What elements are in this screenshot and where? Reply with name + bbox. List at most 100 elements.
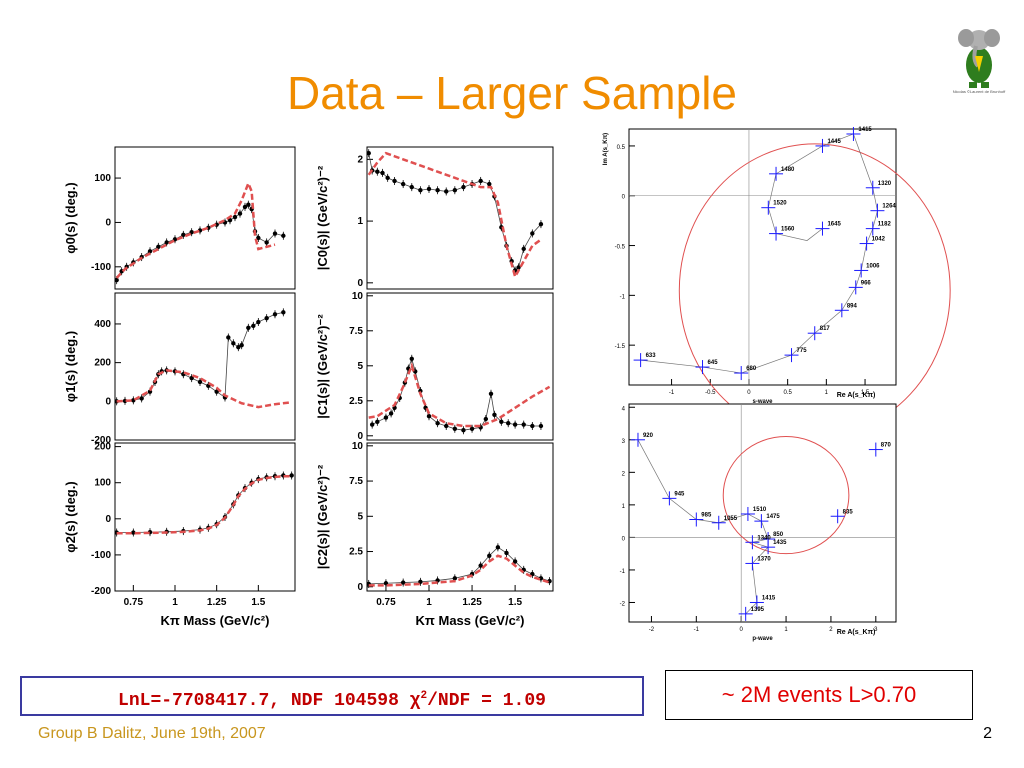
phi0-point-9 <box>181 232 186 238</box>
c1-point-8 <box>409 356 414 361</box>
c1-point-22 <box>499 419 504 424</box>
pwave-trajectory <box>637 439 769 615</box>
pwave-xtick-label-4: 2 <box>829 627 833 633</box>
page-number: 2 <box>983 725 992 742</box>
pwave-ytick-label-6: 4 <box>622 406 626 412</box>
phi0-point-18 <box>242 204 248 210</box>
c1-point-24 <box>512 422 518 427</box>
c1-point-14 <box>444 423 449 429</box>
phi1-ytick-label-1: 0 <box>105 396 111 407</box>
phi0-point-22 <box>256 235 261 241</box>
phi1-ytick-label-2: 200 <box>94 358 111 369</box>
lnl-text-a: LnL=-7708417.7, NDF 104598 <box>118 691 410 711</box>
chi-power: 2 <box>420 690 428 702</box>
pwave-point-label-13: 870 <box>881 443 892 449</box>
lnl-summary-box: LnL=-7708417.7, NDF 104598 χ2/NDF = 1.09 <box>20 676 644 716</box>
c1-ytick-label-1: 2.5 <box>349 396 363 407</box>
pwave-point-label-0: 920 <box>643 433 654 439</box>
phi2-frame <box>114 442 296 592</box>
phi1-point-23 <box>264 315 269 321</box>
c0-point-5 <box>392 178 397 184</box>
slide-title: Data – Larger Sample <box>286 67 738 119</box>
c0-point-16 <box>487 181 492 187</box>
swave-xtick-label-0: -1 <box>669 390 675 396</box>
chi-symbol: χ <box>409 691 421 711</box>
swave-point-label-15: 1520 <box>773 201 787 207</box>
pwave-ytick-label-2: 0 <box>622 536 626 542</box>
phi2-point-17 <box>289 473 294 478</box>
phi2-ytick-label-2: 0 <box>105 514 111 525</box>
swave-point-label-4: 817 <box>820 326 831 332</box>
c2-fit-line <box>368 554 550 587</box>
c1-point-26 <box>530 423 535 429</box>
c2-xtick-label-1: 1 <box>426 597 432 608</box>
phi2-xtick-label-3: 1.5 <box>251 597 265 608</box>
phi2-xtick-label-1: 1 <box>172 597 178 608</box>
swave-point-label-14: 1480 <box>781 167 795 173</box>
phi2-xlabel: Kπ Mass (GeV/c²) <box>161 613 270 628</box>
c0-point-24 <box>530 231 535 236</box>
phi2-ytick-label-3: 100 <box>94 478 111 489</box>
swave-point-label-11: 1320 <box>878 181 892 187</box>
pwave-xtick-label-3: 1 <box>784 627 788 633</box>
pwave-point-label-6: 850 <box>773 532 784 538</box>
swave-point-label-7: 1006 <box>866 263 880 269</box>
c1-point-21 <box>492 412 497 417</box>
phi1-point-19 <box>239 343 244 348</box>
pwave-xlabel: Re A(s_Kπ) <box>837 629 876 636</box>
c0-point-25 <box>538 221 544 227</box>
c0-point-10 <box>435 188 440 193</box>
c0-point-22 <box>516 265 521 270</box>
pwave-point-label-4: 1510 <box>753 507 767 513</box>
pwave-unitarity-circle <box>722 436 850 555</box>
c1-ytick-label-3: 7.5 <box>349 326 363 337</box>
c2-point-10 <box>504 550 509 556</box>
c1-fit-line <box>368 362 551 428</box>
pwave-point-label-1: 945 <box>674 491 685 497</box>
phi1-point-17 <box>231 341 236 346</box>
swave-xtick-label-2: 0 <box>747 390 751 396</box>
c1-frame <box>366 292 554 441</box>
pwave-xtick-label-5: 3 <box>874 627 878 633</box>
swave-point-label-8: 1042 <box>872 237 886 243</box>
phi2-ylabel: φ2(s) (deg.) <box>63 481 78 552</box>
pwave-xtick-label-1: -1 <box>694 627 700 633</box>
phi1-point-11 <box>189 375 194 381</box>
pwave-ytick-label-4: 2 <box>622 471 626 477</box>
c1-point-27 <box>538 423 544 429</box>
c1-point-17 <box>469 426 475 431</box>
swave-point-label-10: 1264 <box>882 204 896 210</box>
swave-point-label-16: 1560 <box>781 227 795 233</box>
phi0-point-6 <box>156 244 161 250</box>
c1-ytick-label-4: 10 <box>352 291 364 302</box>
swave-point-label-3: 775 <box>797 348 808 354</box>
c0-point-15 <box>478 178 483 184</box>
swave-point-label-1: 645 <box>708 360 719 366</box>
c0-ylabel: |C0(s)| (GeV/c²)⁻² <box>315 165 330 270</box>
swave-point-label-2: 680 <box>746 366 757 372</box>
phi2-xtick-label-0: 0.75 <box>124 597 144 608</box>
swave-point-label-13: 1445 <box>827 139 841 145</box>
phi1-ylabel: φ1(s) (deg.) <box>63 331 78 402</box>
swave-point-label-12: 1415 <box>858 127 872 133</box>
c2-ytick-label-3: 7.5 <box>349 476 363 487</box>
swave-point-label-5: 894 <box>847 303 858 309</box>
pwave-xtick-label-0: -2 <box>649 627 655 633</box>
pwave-point-label-7: 1340 <box>757 535 771 541</box>
c1-ytick-label-2: 5 <box>357 361 363 372</box>
c0-point-11 <box>444 189 449 194</box>
c0-point-8 <box>418 188 423 193</box>
c0-ytick-label-2: 2 <box>357 154 363 165</box>
c2-data-line <box>368 546 550 585</box>
lnl-text-b: /NDF = 1.09 <box>427 691 546 711</box>
swave-ytick-label-2: -0.5 <box>615 245 626 251</box>
swave-xtick-label-3: 0.5 <box>783 390 792 396</box>
pwave-ytick-label-5: 3 <box>622 439 626 445</box>
c1-point-23 <box>506 421 511 426</box>
pwave-point-label-12: 835 <box>843 509 854 515</box>
c2-ytick-label-4: 10 <box>352 441 364 452</box>
phi0-point-24 <box>272 231 278 236</box>
phi2-point-1 <box>131 530 136 535</box>
swave-ytick-label-1: -1 <box>620 294 626 300</box>
